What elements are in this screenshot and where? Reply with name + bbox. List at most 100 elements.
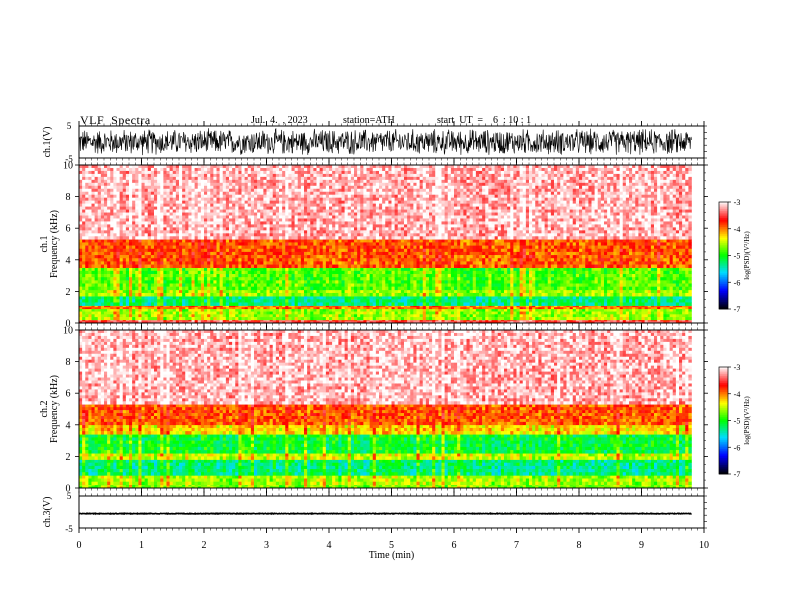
spectrogram-cell (532, 280, 535, 283)
spectrogram-cell (179, 268, 182, 271)
spectrogram-cell (651, 309, 654, 312)
spectrogram-cell (188, 312, 191, 315)
spectrogram-cell (160, 284, 163, 287)
spectrogram-cell (298, 307, 301, 309)
spectrogram-cell (457, 317, 460, 320)
spectrogram-cell (467, 293, 470, 296)
spectrogram-cell (304, 271, 307, 274)
spectrogram-cell (595, 280, 598, 283)
spectrogram-cell (567, 274, 570, 277)
spectrogram-cell (495, 314, 498, 317)
spectrogram-cell (617, 302, 620, 305)
spectrogram-cell (117, 312, 120, 315)
spectrogram-cell (345, 307, 348, 309)
spectrogram-cell (95, 277, 98, 280)
spectrogram-cell (301, 287, 304, 290)
spectrogram-cell (442, 246, 445, 249)
spectrogram-cell (676, 314, 679, 317)
spectrogram-cell (379, 302, 382, 305)
spectrogram-cell (154, 280, 157, 283)
spectrogram-cell (263, 249, 266, 252)
spectrogram-cell (279, 242, 282, 245)
spectrogram-cell (382, 314, 385, 317)
spectrogram-cell (410, 277, 413, 280)
spectrogram-cell (426, 296, 429, 299)
spectrogram-cell (163, 290, 166, 293)
spectrogram-cell (476, 317, 479, 320)
spectrogram-cell (348, 309, 351, 312)
spectrogram-cell (251, 252, 254, 255)
spectrogram-cell (420, 258, 423, 261)
spectrogram-cell (198, 242, 201, 245)
spectrogram-cell (585, 274, 588, 277)
spectrogram-cell (398, 271, 401, 274)
spectrogram-cell (626, 268, 629, 271)
spectrogram-cell (482, 309, 485, 312)
spectrogram-cell (445, 265, 448, 268)
spectrogram-cell (279, 252, 282, 255)
spectrogram-cell (92, 287, 95, 290)
spectrogram-cell (263, 277, 266, 280)
spectrogram-cell (385, 293, 388, 296)
spectrogram-cell (592, 280, 595, 283)
spectrogram-cell (373, 249, 376, 252)
spectrogram-cell (238, 249, 241, 252)
spectrogram-cell (582, 280, 585, 283)
spectrogram-cell (363, 302, 366, 305)
spectrogram-cell (373, 271, 376, 274)
spectrogram-cell (645, 274, 648, 277)
spectrogram-cell (298, 239, 301, 242)
spectrogram-cell (232, 277, 235, 280)
spectrogram-cell (129, 290, 132, 293)
spectrogram-cell (488, 317, 491, 320)
spectrogram-cell (257, 258, 260, 261)
spectrogram-cell (185, 302, 188, 305)
spectrogram-cell (201, 239, 204, 242)
spectrogram-cell (476, 293, 479, 296)
spectrogram-cell (657, 268, 660, 271)
spectrogram-cell (176, 265, 179, 268)
spectrogram-cell (676, 277, 679, 280)
spectrogram-cell (282, 293, 285, 296)
spectrogram-cell (245, 261, 248, 264)
spectrogram-cell (251, 299, 254, 302)
spectrogram-cell (676, 307, 679, 309)
spectrogram-cell (329, 280, 332, 283)
spectrogram-cell (467, 317, 470, 320)
spectrogram-cell (185, 317, 188, 320)
spectrogram-cell (163, 287, 166, 290)
spectrogram-cell (182, 293, 185, 296)
spectrogram-cell (392, 268, 395, 271)
spectrogram-cell (392, 290, 395, 293)
spectrogram-cell (213, 271, 216, 274)
spectrogram-cell (498, 312, 501, 315)
spectrogram-cell (479, 312, 482, 315)
spectrogram-cell (207, 255, 210, 258)
spectrogram-cell (257, 268, 260, 271)
spectrogram-cell (148, 299, 151, 302)
spectrogram-cell (423, 293, 426, 296)
spectrogram-cell (385, 317, 388, 320)
spectrogram-cell (217, 309, 220, 312)
spectrogram-cell (338, 280, 341, 283)
spectrogram-cell (498, 314, 501, 317)
spectrogram-cell (338, 277, 341, 280)
spectrogram-cell (438, 258, 441, 261)
spectrogram-cell (310, 265, 313, 268)
spectrogram-cell (92, 246, 95, 249)
spectrogram-cell (285, 242, 288, 245)
spectrogram-cell (182, 317, 185, 320)
spectrogram-cell (357, 246, 360, 249)
spectrogram-cell (570, 317, 573, 320)
spectrogram-cell (463, 317, 466, 320)
spectrogram-cell (226, 265, 229, 268)
spectrogram-cell (301, 274, 304, 277)
spectrogram-cell (676, 317, 679, 320)
spectrogram-cell (498, 293, 501, 296)
spectrogram-cell (588, 274, 591, 277)
spectrogram-cell (204, 277, 207, 280)
spectrogram-cell (413, 307, 416, 309)
spectrogram-cell (488, 312, 491, 315)
spectrogram-cell (307, 261, 310, 264)
spectrogram-cell (657, 274, 660, 277)
